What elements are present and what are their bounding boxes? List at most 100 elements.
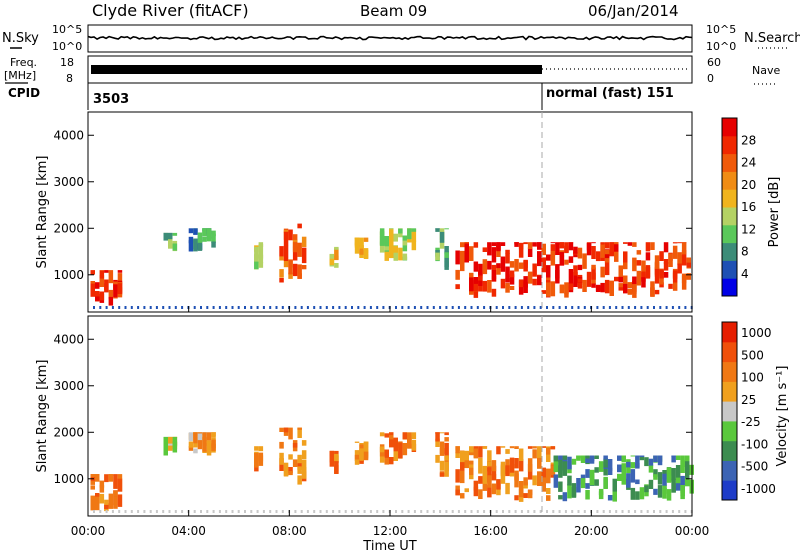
freq-right-tick-bottom: 0	[707, 72, 714, 85]
heatmap-cell	[279, 269, 284, 278]
heatmap-cell	[301, 236, 307, 247]
heatmap-cell	[188, 446, 194, 451]
heatmap-cell	[435, 228, 440, 232]
ground-scatter-cell	[539, 306, 542, 309]
freq-label-line2: [MHz]	[4, 69, 36, 82]
heatmap-cell	[672, 270, 678, 279]
heatmap-cell	[680, 475, 685, 490]
heatmap-cell	[473, 448, 479, 459]
heatmap-cell	[99, 485, 105, 493]
heatmap-cell	[614, 245, 619, 260]
heatmap-cell	[559, 242, 565, 249]
heatmap-cell	[460, 457, 465, 471]
heatmap-cell	[292, 246, 298, 261]
ground-scatter-cell	[275, 306, 278, 309]
noise-left-label: N.Sky	[2, 31, 39, 46]
ground-scatter-cell	[583, 510, 586, 513]
heatmap-cell	[478, 280, 483, 286]
heatmap-cell	[193, 238, 198, 252]
heatmap-cell	[630, 469, 636, 483]
y-tick-label: 4000	[53, 128, 84, 142]
heatmap-cell	[635, 463, 640, 469]
heatmap-cell	[537, 251, 542, 267]
heatmap-cell	[359, 448, 364, 461]
heatmap-cell	[473, 291, 479, 298]
heatmap-cell	[594, 467, 599, 473]
heatmap-cell	[505, 253, 510, 264]
heatmap-cell	[523, 477, 528, 486]
heatmap-cell	[644, 457, 649, 467]
heatmap-cell	[626, 461, 631, 468]
heatmap-cell	[537, 275, 542, 286]
heatmap-cell	[99, 275, 105, 283]
ground-scatter-cell	[571, 510, 574, 513]
ground-scatter-cell	[275, 510, 278, 513]
ground-scatter-cell	[294, 510, 297, 513]
ground-scatter-cell	[344, 510, 347, 513]
heatmap-cell	[505, 278, 510, 283]
noise-left-tick-bottom: 10^0	[52, 40, 82, 53]
heatmap-cell	[559, 252, 565, 266]
heatmap-cell	[641, 271, 646, 279]
heatmap-cell	[653, 469, 658, 477]
power-colorbar-label: Power [dB]	[767, 177, 782, 248]
heatmap-cell	[514, 495, 519, 501]
heatmap-cell	[90, 283, 95, 297]
heatmap-cell	[113, 490, 118, 497]
heatmap-cell	[627, 242, 633, 246]
heatmap-cell	[439, 448, 445, 454]
heatmap-cell	[90, 270, 95, 275]
heatmap-cell	[288, 259, 293, 275]
ground-scatter-cell	[659, 306, 662, 309]
freq-right-label: Nave	[752, 64, 780, 77]
heatmap-cell	[623, 242, 628, 244]
ground-scatter-cell	[684, 510, 687, 513]
ground-scatter-cell	[225, 510, 228, 513]
heatmap-cell	[657, 485, 663, 498]
heatmap-cell	[464, 242, 469, 244]
heatmap-cell	[496, 242, 501, 247]
heatmap-cell	[680, 460, 685, 473]
heatmap-cell	[172, 441, 178, 453]
heatmap-cell	[595, 251, 601, 262]
heatmap-cell	[600, 282, 605, 293]
heatmap-cell	[197, 432, 203, 446]
heatmap-cell	[580, 455, 586, 463]
heatmap-cell	[677, 254, 682, 265]
heatmap-cell	[527, 464, 533, 480]
velocity-panel-frame	[87, 315, 693, 517]
heatmap-cell	[279, 452, 284, 465]
heatmap-cell	[117, 283, 123, 294]
heatmap-cell	[576, 455, 581, 461]
ground-scatter-cell	[445, 306, 448, 309]
heatmap-cell	[297, 264, 302, 279]
heatmap-cell	[95, 474, 100, 482]
heatmap-cell	[614, 244, 619, 252]
ground-scatter-cell	[332, 510, 335, 513]
heatmap-cell	[621, 470, 626, 485]
heatmap-cell	[546, 282, 551, 297]
heatmap-cell	[614, 276, 619, 282]
heatmap-cell	[379, 446, 385, 453]
ground-scatter-cell	[231, 510, 234, 513]
heatmap-cell	[460, 470, 465, 484]
heatmap-cell	[389, 432, 394, 442]
heatmap-cell	[589, 470, 595, 486]
ground-scatter-cell	[357, 306, 360, 309]
heatmap-cell	[363, 237, 369, 242]
ground-scatter-cell	[281, 306, 284, 309]
heatmap-cell	[639, 455, 645, 457]
heatmap-cell	[654, 268, 660, 284]
heatmap-cell	[672, 245, 678, 259]
heatmap-cell	[496, 243, 501, 252]
y-tick-label: 4000	[53, 332, 84, 346]
heatmap-cell	[500, 446, 506, 448]
heatmap-cell	[491, 270, 497, 282]
heatmap-cell	[580, 478, 586, 489]
y-tick-label: 2000	[53, 221, 84, 235]
ground-scatter-cell	[527, 306, 530, 309]
ground-scatter-cell	[653, 306, 655, 309]
ground-scatter-cell	[300, 510, 303, 513]
heatmap-cell	[546, 488, 551, 494]
heatmap-cell	[541, 446, 546, 448]
